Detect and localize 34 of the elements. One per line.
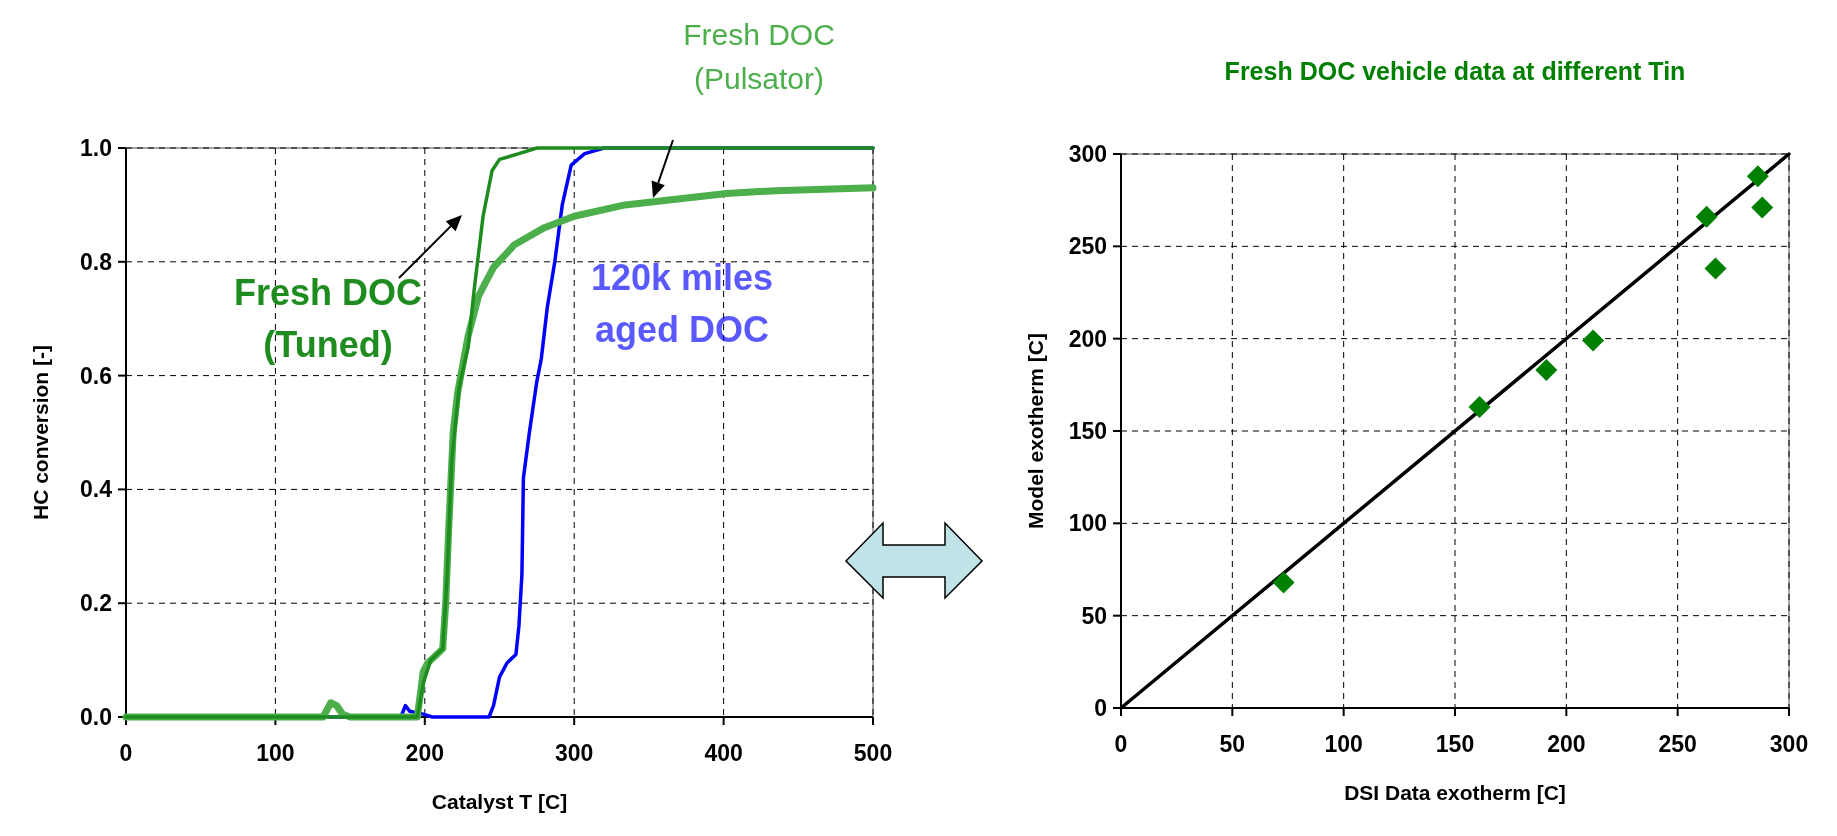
x-tick-label: 200: [405, 740, 444, 766]
x-tick-label: 150: [1435, 731, 1475, 757]
y-tick-label: 250: [1068, 233, 1107, 260]
series-label: Fresh DOC (Tuned): [233, 272, 423, 366]
y-tick-label: 0.0: [80, 704, 112, 730]
x-tick-label: 500: [853, 740, 893, 766]
y-tick-label: 50: [1081, 602, 1107, 629]
y-tick-label: 200: [1068, 325, 1107, 352]
y-axis-title: Model exotherm [C]: [1024, 332, 1047, 530]
x-tick-label: 300: [1769, 731, 1809, 757]
x-axis-title: Catalyst T [C]: [431, 790, 568, 813]
y-tick-label: 0.8: [80, 248, 113, 275]
y-axis-title: HC conversion [-]: [29, 344, 52, 521]
y-tick-label: 100: [1068, 510, 1107, 537]
x-tick-label: 0: [1114, 731, 1128, 757]
x-tick-label: 0: [119, 740, 133, 766]
y-tick-label: 0: [1094, 695, 1107, 721]
x-tick-label: 400: [704, 740, 743, 766]
x-tick-label: 50: [1219, 731, 1246, 757]
x-tick-label: 100: [1324, 731, 1363, 757]
x-tick-label: 100: [256, 740, 295, 766]
x-tick-label: 250: [1658, 731, 1697, 757]
x-tick-label: 200: [1547, 731, 1586, 757]
chart-title: Fresh DOC vehicle data at different Tin: [1224, 57, 1686, 85]
series-label: 120k miles aged DOC: [590, 257, 774, 351]
x-tick-label: 300: [555, 740, 594, 766]
y-tick-label: 1.0: [80, 135, 112, 161]
y-tick-label: 0.6: [80, 362, 112, 389]
y-tick-label: 150: [1068, 418, 1107, 444]
y-tick-label: 300: [1068, 141, 1107, 167]
x-axis-title: DSI Data exotherm [C]: [1344, 781, 1566, 804]
text: Fresh DOC (Pulsator): [683, 18, 835, 95]
y-tick-label: 0.2: [80, 590, 112, 617]
y-tick-label: 0.4: [80, 476, 113, 503]
